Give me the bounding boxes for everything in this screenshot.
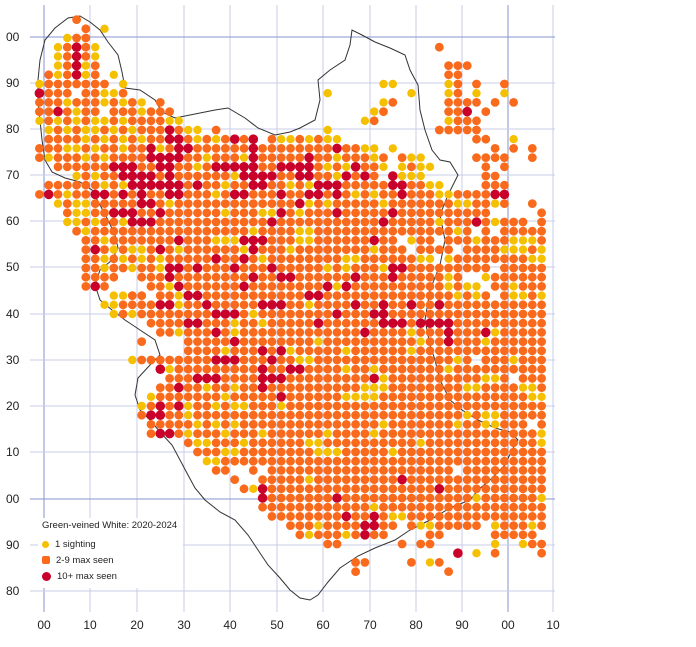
y-axis-label: 50 bbox=[6, 260, 20, 274]
y-axis-label: 00 bbox=[6, 492, 20, 506]
y-axis-label: 30 bbox=[6, 353, 20, 367]
x-axis-label: 10 bbox=[546, 618, 560, 632]
legend-label: 10+ max seen bbox=[57, 570, 117, 582]
legend-label: 2-9 max seen bbox=[56, 554, 114, 566]
y-axis-label: 00 bbox=[6, 30, 20, 44]
yellow-dot-icon bbox=[42, 540, 49, 548]
red-dot-icon bbox=[42, 571, 51, 581]
y-axis-label: 90 bbox=[6, 76, 20, 90]
legend-item-1-sighting: 1 sighting bbox=[42, 536, 177, 552]
y-axis-label: 70 bbox=[6, 168, 20, 182]
y-axis-label: 40 bbox=[6, 307, 20, 321]
x-axis-label: 20 bbox=[130, 618, 144, 632]
legend-title: Green-veined White: 2020-2024 bbox=[42, 520, 178, 531]
x-axis-label: 80 bbox=[409, 618, 423, 632]
legend-label: 1 sighting bbox=[55, 538, 96, 550]
x-axis-label: 00 bbox=[37, 618, 51, 632]
y-axis-label: 20 bbox=[6, 399, 20, 413]
y-axis-label: 90 bbox=[6, 538, 20, 552]
x-axis-label: 90 bbox=[455, 618, 469, 632]
legend-item-2-9: 2-9 max seen bbox=[42, 552, 177, 568]
y-axis-label: 80 bbox=[6, 122, 20, 136]
x-axis-label: 10 bbox=[83, 618, 97, 632]
x-axis-label: 00 bbox=[501, 618, 515, 632]
x-axis-label: 50 bbox=[270, 618, 284, 632]
x-axis-label: 40 bbox=[223, 618, 237, 632]
x-axis-label: 70 bbox=[363, 618, 377, 632]
y-axis-label: 80 bbox=[6, 584, 20, 598]
y-axis-label: 10 bbox=[6, 445, 20, 459]
legend-item-10-plus: 10+ max seen bbox=[42, 568, 177, 584]
x-axis-label: 30 bbox=[177, 618, 191, 632]
map-legend: Green-veined White: 2020-2024 1 sighting… bbox=[38, 518, 184, 588]
y-axis-label: 60 bbox=[6, 214, 20, 228]
county-outline bbox=[37, 15, 519, 601]
tetrad-dots bbox=[34, 15, 546, 576]
orange-dot-icon bbox=[42, 556, 50, 564]
x-axis-label: 60 bbox=[316, 618, 330, 632]
